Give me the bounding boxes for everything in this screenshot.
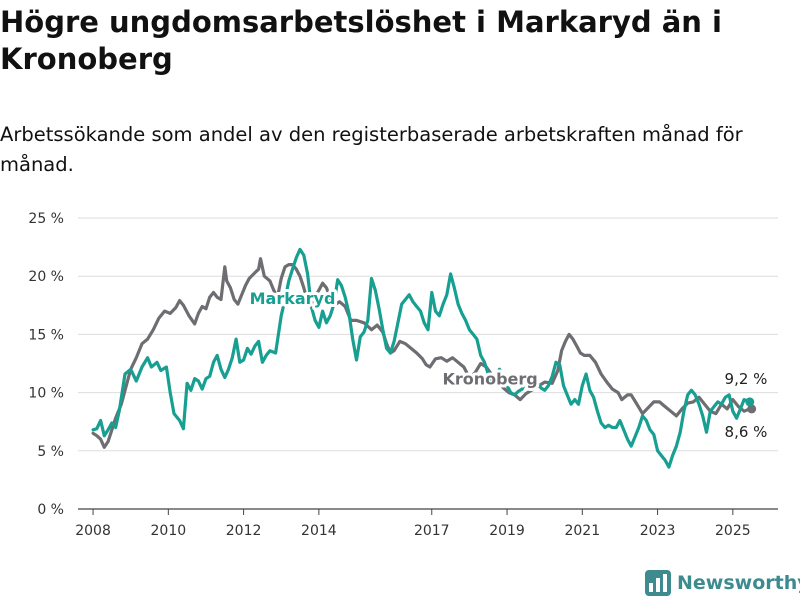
series-line-markaryd (91, 247, 752, 469)
x-tick-label-4: 2017 (414, 523, 450, 539)
page-title: Högre ungdomsarbetslöshet i Markaryd än … (0, 5, 722, 76)
bar-chart-icon (645, 570, 671, 596)
x-tick-label-0: 2008 (75, 523, 111, 539)
series-endpoint-kronoberg (747, 404, 757, 414)
x-tick-label-5: 2019 (489, 523, 525, 539)
y-tick-label-3: 15 % (28, 327, 64, 343)
series-label-halo-kronoberg: Kronoberg (442, 369, 537, 388)
x-tick-label-8: 2025 (715, 523, 751, 539)
y-tick-label-0: 0 % (37, 502, 64, 518)
series-label-markaryd: Markaryd (250, 289, 336, 308)
grid-lines (78, 217, 778, 510)
x-tick-label-2: 2012 (226, 523, 262, 539)
series-endpoint-markaryd (745, 397, 755, 407)
x-tick-label-3: 2014 (301, 523, 337, 539)
y-tick-label-4: 20 % (28, 269, 64, 285)
series-line-kronoberg (91, 257, 754, 449)
end-value-label-kronoberg: 8,6 % (725, 423, 768, 441)
series-lines (91, 247, 757, 469)
y-tick-label-2: 10 % (28, 386, 64, 402)
y-tick-label-1: 5 % (37, 444, 64, 460)
brand-logo: Newsworthy (645, 568, 800, 598)
brand-name: Newsworthy (677, 572, 800, 594)
series-label-kronoberg: Kronoberg (442, 369, 537, 388)
y-tick-label-5: 25 % (28, 211, 64, 227)
x-tick-label-7: 2023 (640, 523, 676, 539)
x-tick-label-1: 2010 (151, 523, 187, 539)
series-label-halo-markaryd: Markaryd (250, 289, 336, 308)
page-subtitle: Arbetssökande som andel av den registerb… (0, 123, 743, 176)
x-tick-label-6: 2021 (564, 523, 600, 539)
end-value-label-markaryd: 9,2 % (725, 370, 768, 388)
axes: 0 % 5 % 10 % 15 % 20 % 25 % 2008 2010 2012 2014 20… (28, 211, 750, 539)
